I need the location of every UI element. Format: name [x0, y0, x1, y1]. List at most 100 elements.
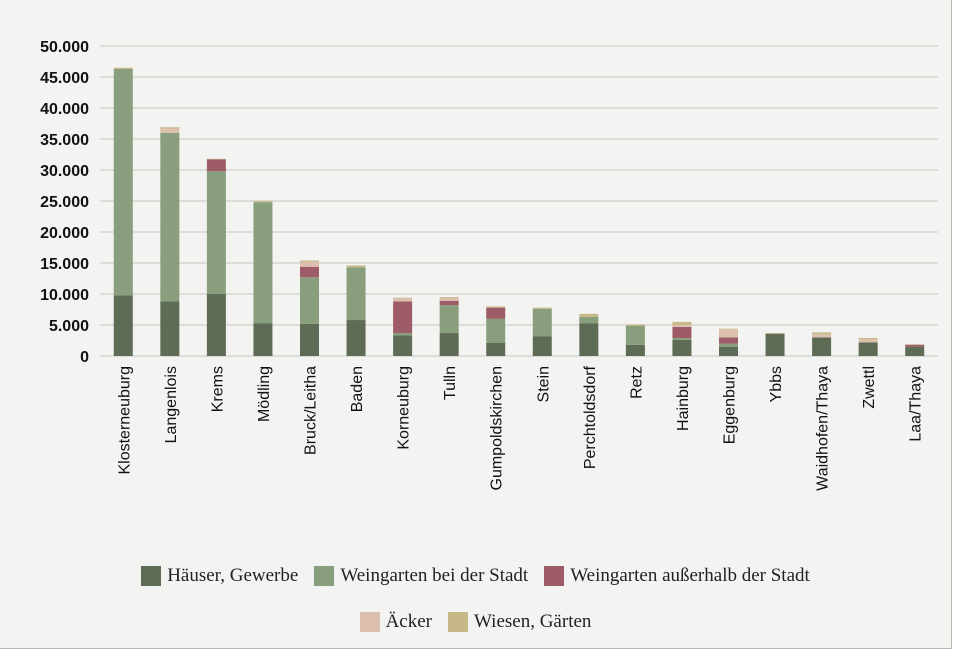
y-tick-label: 15.000 — [40, 256, 89, 273]
legend-label: Weingarten außerhalb der Stadt — [570, 565, 810, 586]
x-category-label: Klosterneuburg — [116, 366, 133, 475]
bar-segment — [300, 277, 319, 324]
bar-segment — [346, 320, 366, 356]
bar-segment — [579, 313, 599, 317]
bar-segment — [625, 324, 645, 326]
bar-segment — [206, 294, 226, 356]
bar-segment — [393, 297, 413, 299]
legend-label: Wiesen, Gärten — [474, 611, 592, 632]
bar-segment — [672, 325, 692, 327]
x-category-label: Korneuburg — [396, 366, 413, 450]
bar-segment — [113, 68, 133, 296]
bar-segment — [719, 337, 738, 344]
legend-swatch — [448, 612, 468, 632]
bar-segment — [160, 128, 180, 133]
bar-segment — [905, 346, 925, 356]
bar-segment — [532, 307, 552, 309]
legend-swatch — [359, 612, 380, 632]
bar-segment — [672, 338, 692, 340]
x-category-label: Mödling — [256, 366, 273, 422]
bar-segment — [672, 321, 692, 325]
x-category-label: Zwettl — [861, 366, 878, 409]
bar-segment — [719, 328, 738, 330]
bar-segment — [393, 298, 413, 302]
bar-segment — [439, 298, 459, 301]
legend-row-1: Häuser, Gewerbe Weingarten bei der Stadt… — [0, 563, 951, 589]
bar-segment — [393, 301, 413, 334]
bar-segment — [532, 308, 552, 337]
legend-swatch — [141, 566, 162, 586]
x-category-label: Langenlois — [163, 366, 180, 443]
bar-segment — [160, 301, 180, 356]
x-category-label: Eggenburg — [722, 366, 739, 444]
y-axis-ticks: 0 5.000 10.000 15.000 20.000 25.000 30.000 35.0… — [40, 39, 89, 366]
y-tick-label: 45.000 — [40, 70, 89, 87]
bar-segment — [812, 332, 832, 335]
bar-segment — [486, 318, 506, 343]
bar-segment — [765, 333, 785, 334]
legend-swatch — [544, 566, 565, 586]
x-category-label: Baden — [349, 366, 366, 412]
bar-segment — [812, 334, 832, 338]
x-category-label: Bruck/Leitha — [303, 366, 320, 455]
bar-segment — [439, 300, 459, 306]
bar-segment — [300, 261, 319, 267]
bar-segment — [393, 333, 413, 336]
y-tick-label: 35.000 — [40, 132, 89, 149]
legend-label: Äcker — [385, 611, 432, 632]
x-category-label: Ybbs — [768, 366, 785, 402]
x-category-label: Laa/Thaya — [908, 366, 925, 442]
legend-swatch — [314, 566, 335, 586]
x-category-label: Krems — [209, 366, 226, 412]
bar-segment — [393, 335, 413, 356]
bar-segment — [300, 266, 319, 278]
bar-segment — [625, 344, 645, 356]
x-category-label: Gumpoldskirchen — [489, 366, 506, 491]
bar-segment — [206, 158, 226, 160]
bar-segment — [346, 265, 366, 268]
x-category-label: Hainburg — [675, 366, 692, 431]
bar-segment — [672, 339, 692, 356]
bar-segment — [905, 344, 925, 347]
bar-segment — [579, 323, 599, 356]
bar-segment — [672, 326, 692, 339]
bar-segment — [439, 305, 459, 334]
legend-item-weingarten-ausserhalb: Weingarten außerhalb der Stadt — [544, 565, 810, 587]
x-category-label: Tulln — [442, 366, 459, 400]
legend-label: Häuser, Gewerbe — [167, 565, 299, 586]
bar-segment — [486, 306, 506, 308]
bar-segment — [346, 267, 366, 321]
bar-segment — [486, 307, 506, 319]
bar-segment — [439, 333, 459, 356]
bar-segment — [206, 159, 226, 172]
x-category-label: Retz — [628, 366, 645, 399]
x-category-label: Waidhofen/Thaya — [815, 366, 832, 491]
bar-segment — [300, 323, 319, 356]
bar-segment — [160, 132, 180, 302]
bar-segment — [625, 325, 645, 345]
y-tick-label: 25.000 — [40, 194, 89, 211]
bar-segment — [300, 260, 319, 262]
bars — [113, 67, 925, 356]
legend-item-haeuser: Häuser, Gewerbe — [141, 565, 298, 587]
bar-segment — [905, 344, 925, 345]
legend-item-wiesen: Wiesen, Gärten — [448, 611, 591, 633]
bar-segment — [439, 297, 459, 299]
bar-segment — [858, 339, 878, 343]
x-category-label: Perchtoldsdorf — [582, 365, 599, 469]
bar-segment — [719, 343, 738, 347]
y-tick-label: 50.000 — [40, 39, 89, 56]
bar-segment — [160, 127, 180, 129]
bar-segment — [253, 323, 273, 356]
y-tick-label: 20.000 — [40, 225, 89, 242]
bar-segment — [812, 337, 832, 356]
bar-segment — [206, 171, 226, 294]
bar-segment — [765, 333, 785, 356]
y-tick-label: 10.000 — [40, 287, 89, 304]
y-tick-label: 5.000 — [49, 318, 89, 335]
bar-segment — [719, 346, 738, 356]
bar-segment — [486, 342, 506, 356]
gridlines — [100, 45, 938, 357]
legend-item-aecker: Äcker — [359, 611, 432, 633]
